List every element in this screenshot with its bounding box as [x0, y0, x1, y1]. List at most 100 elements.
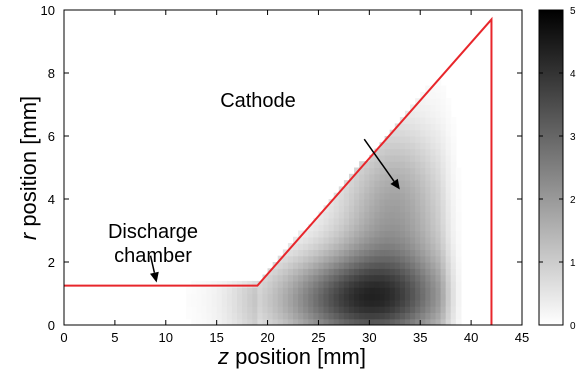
- heatmap-cell: [410, 123, 416, 131]
- heatmap-cell: [333, 217, 340, 225]
- heatmap-cell: [231, 280, 238, 288]
- heatmap-cell: [455, 306, 462, 313]
- heatmap-cell: [430, 180, 437, 187]
- heatmap-cell: [323, 205, 330, 213]
- heatmap-cell: [435, 136, 442, 143]
- heatmap-cell: [369, 243, 376, 250]
- heatmap-cell: [313, 306, 320, 313]
- heatmap-cell: [287, 293, 294, 301]
- heatmap-cell: [455, 268, 462, 276]
- x-axis-ticks: 0 5 10 15 20 25 30 35 40 45: [60, 10, 529, 345]
- heatmap-cell: [450, 154, 457, 162]
- heatmap-cell: [308, 268, 314, 276]
- heatmap-cell: [242, 318, 248, 325]
- heatmap-cell: [369, 173, 376, 181]
- heatmap-cell: [348, 306, 355, 313]
- heatmap-cell: [450, 161, 457, 169]
- heatmap-cell: [338, 205, 345, 213]
- heatmap-cell: [450, 129, 457, 137]
- heatmap-cell: [323, 280, 330, 288]
- heatmap-cell: [323, 299, 330, 307]
- heatmap-cell: [435, 142, 442, 150]
- heatmap-cell: [440, 236, 447, 244]
- y-tick-label: 10: [41, 3, 55, 18]
- heatmap-cell: [343, 217, 350, 225]
- heatmap-cell: [343, 274, 350, 282]
- heatmap-cell: [277, 293, 284, 301]
- heatmap-cell: [196, 312, 202, 320]
- heatmap-cell: [384, 211, 391, 219]
- heatmap-cell: [354, 205, 360, 213]
- heatmap-cell: [430, 186, 437, 194]
- heatmap-cell: [379, 236, 386, 244]
- heatmap-cell: [455, 192, 462, 200]
- heatmap-cell: [445, 167, 452, 175]
- heatmap-cell: [318, 255, 325, 263]
- heatmap-cell: [303, 243, 309, 250]
- heatmap-cell: [354, 199, 360, 206]
- heatmap-cell: [440, 110, 447, 118]
- heatmap-cell: [455, 186, 462, 194]
- heatmap-cell: [415, 255, 421, 263]
- heatmap-cell: [343, 205, 350, 213]
- heatmap-cell: [359, 280, 365, 288]
- heatmap-cell: [267, 318, 274, 325]
- heatmap-cell: [430, 136, 437, 143]
- heatmap-cell: [333, 236, 340, 244]
- heatmap-cell: [221, 306, 228, 313]
- heatmap-cell: [313, 249, 320, 257]
- heatmap-cell: [328, 287, 335, 295]
- heatmap-cell: [374, 217, 381, 225]
- heatmap-cell: [359, 180, 365, 187]
- heatmap-cell: [272, 299, 279, 307]
- heatmap-cell: [206, 293, 213, 301]
- heatmap-cell: [338, 199, 345, 206]
- heatmap-cell: [415, 136, 421, 143]
- heatmap-cell: [399, 255, 406, 263]
- heatmap-cell: [338, 217, 345, 225]
- heatmap-cell: [384, 136, 391, 143]
- heatmap-cell: [277, 274, 284, 282]
- heatmap-cell: [394, 167, 401, 175]
- heatmap-cell: [287, 255, 294, 263]
- heatmap-cell: [394, 255, 401, 263]
- heatmap-cell: [404, 199, 411, 206]
- heatmap-cell: [359, 274, 365, 282]
- heatmap-cell: [293, 255, 299, 263]
- heatmap-cell: [399, 274, 406, 282]
- heatmap-cell: [425, 249, 431, 257]
- heatmap-cell: [389, 299, 396, 307]
- heatmap-cell: [415, 230, 421, 238]
- heatmap-cell: [450, 186, 457, 194]
- heatmap-cell: [293, 287, 299, 295]
- heatmap-cell: [313, 287, 320, 295]
- heatmap-cell: [425, 186, 431, 194]
- heatmap-cell: [450, 123, 457, 131]
- heatmap-cell: [323, 306, 330, 313]
- heatmap-cell: [359, 192, 365, 200]
- heatmap-cell: [399, 318, 406, 325]
- heatmap-cell: [415, 167, 421, 175]
- heatmap-cell: [410, 224, 416, 232]
- heatmap-cell: [389, 249, 396, 257]
- heatmap-cell: [313, 312, 320, 320]
- heatmap-cell: [303, 255, 309, 263]
- heatmap-cell: [359, 205, 365, 213]
- heatmap-cell: [328, 268, 335, 276]
- heatmap-cell: [369, 255, 376, 263]
- heatmap-cell: [364, 205, 370, 213]
- heatmap-cell: [313, 274, 320, 282]
- heatmap-cell: [445, 262, 452, 269]
- heatmap-cell: [196, 280, 202, 288]
- heatmap-cell: [435, 110, 442, 118]
- heatmap-cell: [394, 192, 401, 200]
- heatmap-cell: [308, 243, 314, 250]
- heatmap-cell: [430, 249, 437, 257]
- heatmap-cell: [455, 293, 462, 301]
- x-tick-label: 40: [464, 330, 478, 345]
- heatmap-cell: [394, 268, 401, 276]
- heatmap-cell: [293, 236, 299, 244]
- heatmap-cell: [430, 110, 437, 118]
- heatmap-cell: [348, 205, 355, 213]
- heatmap-cell: [343, 236, 350, 244]
